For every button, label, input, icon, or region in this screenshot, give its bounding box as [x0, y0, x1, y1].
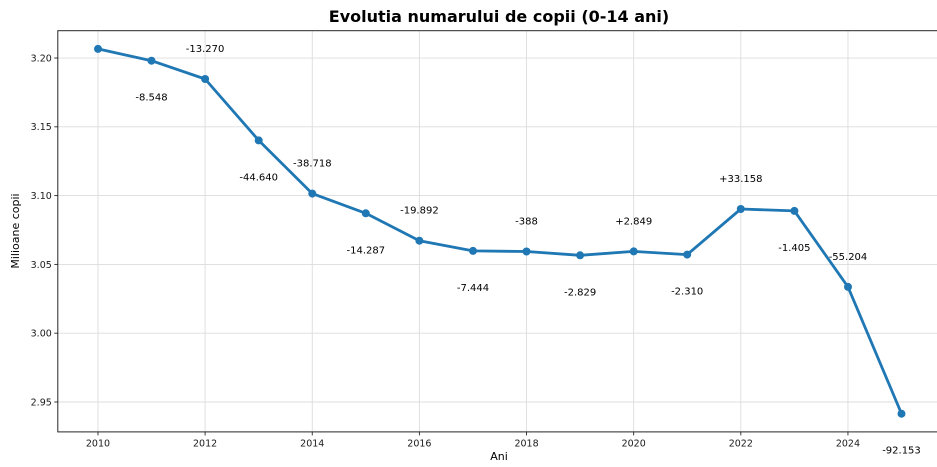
data-point: [790, 206, 799, 215]
data-point: [94, 44, 102, 53]
annotation-label: -92.153: [882, 446, 921, 457]
data-point: [469, 246, 477, 255]
y-axis-label: Milioane copii: [9, 193, 22, 268]
annotation-label: -1.405: [778, 243, 810, 254]
data-point: [576, 251, 585, 260]
series-line: [96, 47, 903, 416]
y-tick-label: 3.15: [31, 122, 52, 133]
annotation-label: -13.270: [186, 44, 225, 55]
annotation-label: -55.204: [829, 252, 868, 263]
data-point: [897, 409, 906, 418]
annotation-label: -2.310: [671, 287, 703, 298]
grid-layer: [57, 30, 937, 432]
data-point: [254, 136, 263, 145]
annotation-label: -388: [515, 217, 538, 228]
annotation-label: -19.892: [400, 206, 439, 217]
data-point: [736, 205, 745, 213]
x-tick-label: 2016: [407, 438, 431, 449]
chart-title: Evolutia numarului de copii (0-14 ani): [329, 7, 669, 26]
x-tick-label: 2012: [193, 438, 217, 449]
x-tick-label: 2014: [300, 438, 324, 449]
x-tick-label: 2024: [836, 438, 860, 449]
data-point: [522, 247, 531, 256]
x-tick-label: 2022: [729, 438, 753, 449]
data-point: [844, 282, 852, 291]
axes-layer: 2010 2012 2014 2016 2018 2020 2022 2024 2.95 3.00…: [31, 30, 937, 449]
data-point: [147, 56, 156, 65]
x-tick-label: 2018: [514, 438, 538, 449]
y-tick-label: 3.20: [31, 53, 52, 64]
x-axis-label: Ani: [490, 450, 508, 463]
annotation-label: -2.829: [564, 287, 596, 298]
annotation-label: +2.849: [615, 216, 652, 227]
y-tick-label: 3.10: [31, 191, 52, 202]
data-point: [683, 250, 692, 259]
data-point: [415, 236, 424, 245]
annotation-label: -14.287: [346, 245, 385, 256]
y-tick-label: 3.00: [31, 329, 52, 340]
data-point: [629, 247, 638, 256]
data-point: [308, 189, 317, 198]
x-tick-label: 2020: [622, 438, 646, 449]
annotation-label: -44.640: [239, 172, 278, 183]
x-tick-label: 2010: [86, 438, 110, 449]
y-tick-label: 2.95: [31, 397, 52, 408]
data-point: [361, 209, 370, 218]
annotation-label: +33.158: [719, 174, 762, 185]
annotation-label: -8.548: [135, 93, 167, 104]
data-point: [201, 75, 210, 83]
annotation-label: -38.718: [293, 159, 332, 170]
series-layer: [94, 44, 906, 418]
annotation-layer: -8.548 -13.270 -44.640 -38.718 -14.287 -19.89…: [135, 44, 920, 457]
annotation-label: -7.444: [457, 283, 489, 294]
plot-border: [57, 30, 937, 433]
y-tick-label: 3.05: [31, 260, 52, 271]
